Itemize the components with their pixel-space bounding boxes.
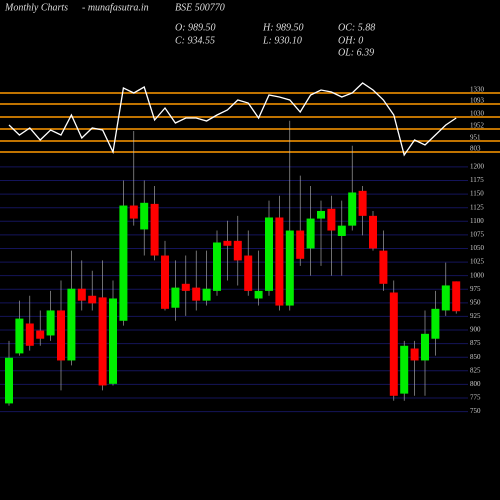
y-tick-label: 850 — [470, 353, 481, 361]
candle-body — [317, 210, 325, 219]
y-tick-label: 875 — [470, 339, 481, 347]
candle-body — [327, 208, 336, 231]
candle-body — [306, 218, 315, 249]
stat: OC: 5.88 — [338, 22, 375, 33]
stat: OH: 0 — [338, 35, 363, 46]
candle-body — [441, 285, 450, 311]
candle-body — [25, 323, 34, 346]
candle-body — [233, 240, 242, 261]
candle-body — [77, 288, 86, 301]
candle-body — [161, 255, 169, 309]
candle-body — [46, 310, 55, 336]
candle-body — [140, 202, 149, 230]
level-label: 951 — [470, 134, 481, 142]
candle-body — [36, 330, 45, 339]
stat: H: 989.50 — [262, 22, 304, 33]
y-tick-label: 1025 — [470, 258, 485, 266]
chart-label: Monthly Charts — [4, 2, 68, 13]
candle-body — [400, 345, 409, 394]
candle-body — [369, 215, 377, 249]
candle-body — [379, 250, 388, 284]
candle-body — [192, 287, 201, 301]
candle-body — [129, 205, 138, 219]
y-tick-label: 825 — [470, 366, 481, 374]
candle-body — [285, 230, 294, 306]
candle-body — [57, 310, 65, 361]
y-tick-label: 1000 — [470, 271, 485, 279]
stat: OL: 6.39 — [338, 47, 374, 58]
candle-body — [265, 217, 273, 291]
y-tick-label: 925 — [470, 312, 481, 320]
candle-body — [421, 333, 429, 361]
y-tick-label: 1125 — [470, 203, 484, 211]
candle-body — [88, 295, 97, 304]
y-tick-label: 775 — [470, 394, 481, 402]
level-label: 803 — [470, 145, 481, 153]
site: - munafasutra.in — [82, 2, 149, 13]
candle-body — [452, 281, 461, 312]
candle-body — [296, 230, 305, 259]
candle-body — [150, 203, 159, 256]
candle-body — [337, 225, 346, 236]
stat: L: 930.10 — [262, 35, 302, 46]
y-tick-label: 1075 — [470, 230, 485, 238]
y-tick-label: 1200 — [470, 163, 485, 171]
candle-body — [109, 298, 117, 384]
candle-body — [98, 297, 107, 386]
candle-body — [410, 348, 419, 361]
indicator-line — [8, 82, 457, 157]
stat: O: 989.50 — [175, 22, 216, 33]
level-label: 1093 — [470, 97, 485, 105]
candle-body — [348, 192, 357, 226]
y-tick-label: 975 — [470, 285, 481, 293]
y-tick-label: 1050 — [470, 244, 485, 252]
level-label: 1330 — [470, 86, 485, 94]
candle-body — [181, 283, 190, 291]
y-tick-label: 950 — [470, 298, 481, 306]
candle-body — [431, 308, 440, 339]
y-tick-label: 750 — [470, 407, 481, 415]
candle-body — [119, 205, 128, 321]
candle-body — [275, 217, 284, 306]
candle-body — [389, 292, 398, 396]
candle-body — [171, 287, 180, 308]
candle-body — [202, 288, 211, 301]
candle-body — [213, 242, 221, 291]
level-label: 1952 — [470, 122, 485, 130]
y-tick-label: 1100 — [470, 217, 484, 225]
candle-body — [223, 240, 232, 246]
y-tick-label: 1150 — [470, 190, 484, 198]
y-tick-label: 1175 — [470, 176, 484, 184]
candle-body — [15, 318, 24, 354]
candle-body — [244, 255, 253, 291]
y-tick-label: 800 — [470, 380, 481, 388]
candle-body — [67, 288, 76, 361]
symbol: BSE 500770 — [175, 2, 225, 13]
candle-body — [5, 357, 13, 404]
candle-body — [254, 290, 263, 299]
candle-body — [358, 190, 367, 216]
stat: C: 934.55 — [175, 35, 215, 46]
level-label: 1030 — [470, 110, 485, 118]
y-tick-label: 900 — [470, 326, 481, 334]
